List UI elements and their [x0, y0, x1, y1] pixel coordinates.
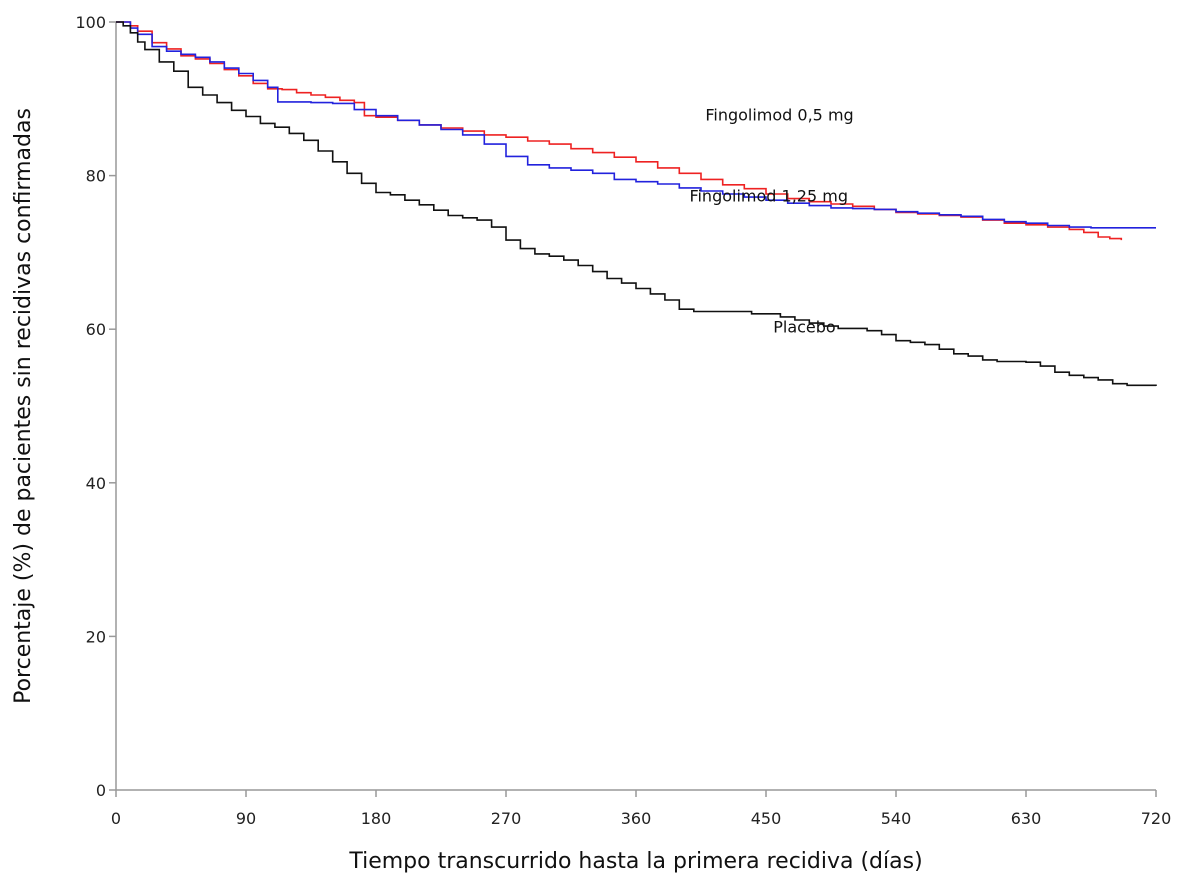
- axes: [115, 22, 1156, 791]
- y-tick-label: 60: [86, 320, 106, 339]
- y-ticks: 0 20 40 60 80 100: [75, 13, 116, 800]
- annotations: Fingolimod 0,5 mg Fingolimod 1,25 mg Place…: [689, 105, 853, 336]
- series-lines: [116, 21, 1157, 387]
- series-annotation-2: Placebo: [773, 317, 835, 336]
- y-tick-label: 40: [86, 474, 106, 493]
- x-tick-label: 630: [1011, 809, 1042, 828]
- x-tick-label: 270: [491, 809, 522, 828]
- y-tick-label: 80: [86, 167, 106, 186]
- y-tick-label: 100: [75, 13, 106, 32]
- y-tick-label: 20: [86, 627, 106, 646]
- series-line-0: [116, 21, 1123, 241]
- y-tick-label: 0: [96, 781, 106, 800]
- x-ticks: 0 90 180 270 360 450 540 630 720: [111, 790, 1171, 828]
- x-axis-title: Tiempo transcurrido hasta la primera rec…: [348, 849, 922, 874]
- series-annotation-1: Fingolimod 1,25 mg: [689, 187, 848, 206]
- y-axis-title: Porcentaje (%) de pacientes sin recidiva…: [11, 108, 36, 704]
- x-tick-label: 0: [111, 809, 121, 828]
- series-annotation-0: Fingolimod 0,5 mg: [705, 105, 853, 124]
- x-tick-label: 360: [621, 809, 652, 828]
- x-tick-label: 90: [236, 809, 256, 828]
- series-line-2: [116, 21, 1157, 387]
- x-tick-label: 540: [881, 809, 912, 828]
- series-line-1: [116, 21, 1156, 229]
- x-tick-label: 180: [361, 809, 392, 828]
- x-tick-label: 450: [751, 809, 782, 828]
- x-tick-label: 720: [1141, 809, 1172, 828]
